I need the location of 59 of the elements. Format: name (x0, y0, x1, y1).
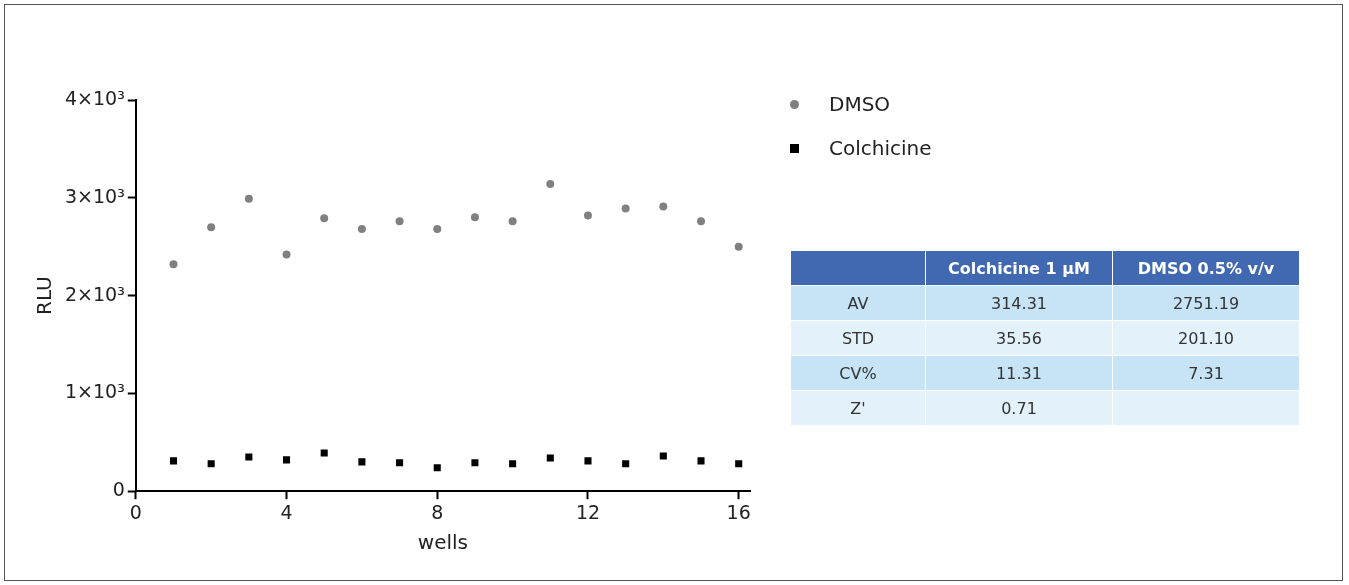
y-axis-title: RLU (32, 276, 57, 315)
point (546, 180, 555, 189)
point (282, 456, 291, 464)
point (245, 453, 253, 461)
x-tick-label: 8 (431, 500, 444, 523)
point (396, 459, 404, 467)
point (395, 217, 404, 226)
text: 7.31 (1188, 363, 1224, 383)
category-label: Colchicine 1 µM (925, 250, 1113, 286)
point (282, 250, 291, 259)
point (320, 449, 328, 457)
point (584, 457, 592, 465)
x-tick-label: 16 (726, 500, 751, 523)
x-tick-label: 12 (575, 500, 601, 523)
point (621, 204, 630, 213)
point (207, 223, 216, 232)
point (358, 458, 366, 466)
point (697, 217, 706, 226)
category-label: DMSO 0.5% v/v (1112, 250, 1300, 286)
point (583, 211, 592, 220)
point (244, 194, 253, 203)
point (169, 457, 178, 465)
y-tick-label: 1×10³ (64, 380, 125, 403)
point (659, 452, 667, 460)
text: 0.71 (1001, 398, 1037, 418)
point (207, 460, 215, 468)
y-tick-label: 0 (112, 478, 125, 501)
point (622, 460, 630, 468)
x-tick-label: 0 (129, 500, 142, 523)
category-label: AV (847, 293, 869, 313)
point (546, 454, 554, 462)
text: 314.31 (991, 293, 1047, 313)
category-label: Z' (850, 398, 866, 418)
legend-label: Colchicine (829, 136, 932, 160)
legend-label: DMSO (829, 92, 891, 116)
category-label: STD (841, 328, 875, 348)
point (508, 217, 517, 226)
point (471, 459, 479, 467)
point (735, 460, 743, 468)
text: 2751.19 (1172, 293, 1240, 313)
y-tick-label: 4×10³ (64, 86, 125, 109)
point (697, 457, 705, 465)
y-tick-label: 2×10³ (64, 282, 125, 305)
point (357, 225, 366, 234)
category-label: CV% (839, 363, 877, 383)
y-tick-label: 3×10³ (64, 184, 125, 207)
text: 11.31 (996, 363, 1042, 383)
text: 201.10 (1178, 328, 1234, 348)
x-axis-title: wells (417, 530, 468, 555)
point (169, 260, 178, 269)
text: 35.56 (996, 328, 1042, 348)
x-tick-label: 4 (280, 500, 293, 523)
point (433, 464, 441, 472)
point (659, 202, 668, 211)
point (734, 242, 743, 251)
point (509, 460, 517, 468)
point (320, 214, 329, 223)
point (433, 225, 442, 234)
point (470, 213, 479, 222)
